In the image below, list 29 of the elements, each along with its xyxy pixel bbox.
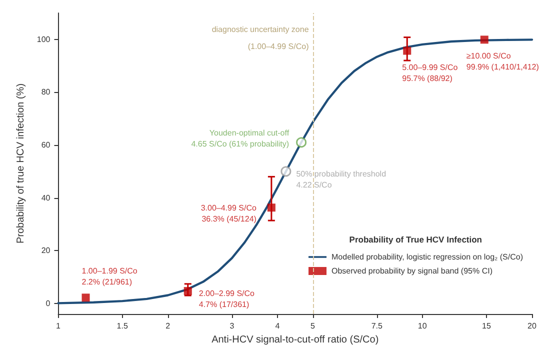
x-axis-title: Anti-HCV signal-to-cut-off ratio (S/Co) xyxy=(212,334,379,346)
legend-label: Observed probability by signal band (95% CI) xyxy=(332,266,493,276)
data-label: Youden-optimal cut-off 4.65 S/Co (61% probability) xyxy=(191,128,290,148)
x-tick-label: 1.5 xyxy=(116,322,128,330)
ref-line-label: diagnostic uncertainty zone (1.00–4.99 S/Co) xyxy=(212,25,310,51)
data-label: 1.00–1.99 S/Co 2.2% (21/961) xyxy=(82,266,138,287)
y-tick-label: 80 xyxy=(41,88,51,97)
data-label: ≥10.00 S/Co 99.9% (1,410/1,412) xyxy=(466,52,540,72)
x-tick-label: 7.5 xyxy=(371,322,383,330)
x-tick-label: 5 xyxy=(310,322,316,330)
x-tick-label: 1 xyxy=(56,322,62,330)
data-label: 5.00–9.99 S/Co 95.7% (88/92) xyxy=(402,62,458,83)
data-label: 3.00–4.99 S/Co 36.3% (45/124) xyxy=(200,204,257,224)
y-tick-label: 60 xyxy=(41,140,51,150)
x-tick-label: 20 xyxy=(528,322,537,330)
y-tick-label: 40 xyxy=(41,193,51,202)
x-tick-label: 4 xyxy=(275,322,280,330)
x-tick-label: 2 xyxy=(166,322,171,330)
data-label: 2.00–2.99 S/Co 4.7% (17/361) xyxy=(198,289,256,310)
data-label: 50% probability threshold 4.22 S/Co xyxy=(296,169,386,190)
y-tick-label: 0 xyxy=(46,298,51,308)
x-tick-label: 10 xyxy=(418,322,428,330)
y-tick-label: 100 xyxy=(36,34,51,44)
x-tick-label: 15 xyxy=(482,322,492,330)
legend-label: Modelled probability, logistic regression on log₂ (S/Co) xyxy=(332,252,524,262)
legend-title: Probability of True HCV Infection xyxy=(349,234,482,244)
y-axis-title: Probability of true HCV infection (%) xyxy=(16,83,26,244)
x-tick-label: 3 xyxy=(230,322,235,330)
y-tick-label: 20 xyxy=(41,246,51,256)
